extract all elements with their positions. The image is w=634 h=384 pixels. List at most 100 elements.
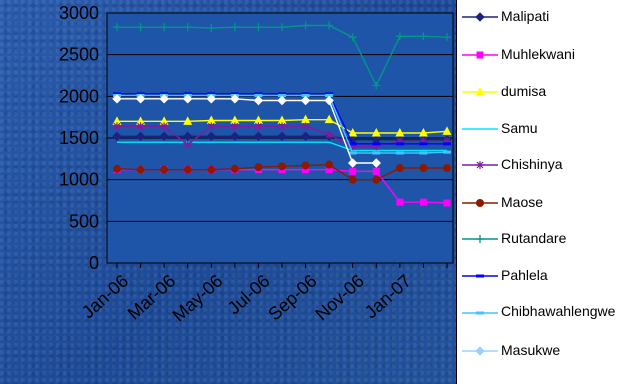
- y-axis-tick-labels: 0 500 1000 1500 2000 2500 3000: [59, 3, 99, 273]
- data-point: [112, 94, 122, 104]
- legend-swatch: [462, 51, 498, 59]
- data-point: [419, 137, 428, 146]
- y-tick-label: 1000: [59, 170, 99, 190]
- data-point: [325, 21, 334, 30]
- x-tick-label: Mar-06: [124, 271, 180, 324]
- legend-label: Chishinya: [501, 156, 563, 172]
- data-point: [253, 95, 264, 106]
- series-dumisa: [112, 114, 452, 137]
- data-point: [230, 164, 239, 173]
- data-point: [325, 130, 334, 139]
- series-maose: [113, 160, 451, 184]
- series-rutandare: [113, 21, 451, 90]
- data-point: [419, 164, 428, 172]
- data-point: [277, 95, 287, 106]
- x-tick-label: May-06: [169, 271, 227, 326]
- data-point: [395, 164, 404, 172]
- series-samu: [117, 141, 447, 152]
- data-point: [325, 160, 334, 169]
- data-point: [112, 131, 122, 142]
- data-point: [348, 142, 357, 151]
- data-point: [278, 23, 286, 32]
- data-point: [443, 33, 451, 42]
- data-point: [443, 137, 451, 146]
- data-point: [277, 115, 287, 124]
- data-point: [348, 175, 357, 184]
- series-chishinya: [113, 122, 451, 151]
- x-axis-tick-labels: Jan-06Mar-06May-06Jul-06Sep-06Nov-06Jan-…: [78, 263, 448, 326]
- data-point: [135, 94, 146, 104]
- data-point: [254, 122, 263, 131]
- data-point: [442, 126, 452, 135]
- data-point: [396, 198, 404, 206]
- legend-swatch: [462, 87, 498, 96]
- series-pahlela: [113, 92, 451, 146]
- legend-label: Pahlela: [501, 267, 548, 283]
- legend-swatch: [462, 161, 498, 169]
- data-point: [159, 94, 169, 104]
- data-point: [419, 32, 428, 41]
- data-point: [160, 122, 169, 131]
- data-point: [301, 122, 310, 131]
- x-tick-label: Jan-07: [361, 271, 415, 323]
- series-masukwe: [112, 94, 381, 168]
- data-point: [301, 114, 311, 124]
- data-point: [113, 164, 121, 173]
- y-tick-label: 0: [89, 253, 99, 273]
- y-tick-label: 500: [69, 211, 99, 231]
- data-point: [395, 128, 405, 137]
- series-line: [117, 141, 447, 152]
- data-point: [253, 115, 263, 124]
- data-point: [230, 23, 239, 32]
- legend-label: Maose: [501, 194, 544, 210]
- data-point: [112, 116, 122, 125]
- legend-swatch: [462, 128, 498, 130]
- data-series: [112, 21, 452, 207]
- data-point: [253, 131, 264, 142]
- data-point: [278, 122, 286, 131]
- legend-label: dumisa: [501, 83, 547, 99]
- data-point: [348, 128, 358, 137]
- data-point: [136, 23, 145, 32]
- data-point: [207, 122, 216, 131]
- legend-swatch: [462, 199, 498, 207]
- data-point: [113, 122, 121, 131]
- data-point: [300, 131, 311, 142]
- legend-label: Malipati: [501, 8, 550, 24]
- legend-label: Muhlekwani: [501, 46, 575, 62]
- data-point: [418, 128, 428, 137]
- data-point: [230, 122, 239, 131]
- data-point: [183, 140, 192, 149]
- data-point: [278, 162, 286, 171]
- legend-swatch: [462, 274, 498, 278]
- data-point: [349, 167, 357, 175]
- x-tick-label: Sep-06: [264, 271, 321, 325]
- data-point: [230, 94, 240, 104]
- x-tick-label: Jan-06: [78, 271, 132, 323]
- line-chart: 0 500 1000 1500 2000 2500 3000 Jan-06Mar-06May…: [59, 3, 454, 326]
- data-point: [136, 122, 145, 131]
- data-point: [300, 95, 311, 106]
- data-point: [183, 116, 193, 125]
- y-tick-label: 2000: [59, 86, 99, 106]
- data-point: [372, 81, 381, 90]
- data-point: [206, 131, 216, 142]
- data-point: [371, 158, 381, 168]
- legend-swatch: [462, 12, 498, 22]
- y-tick-label: 1500: [59, 128, 99, 148]
- data-point: [230, 131, 240, 142]
- data-point: [113, 23, 121, 32]
- data-point: [183, 94, 193, 104]
- data-point: [348, 158, 358, 168]
- data-point: [206, 94, 216, 104]
- data-point: [159, 116, 169, 125]
- legend-swatch: [462, 311, 498, 315]
- data-point: [183, 23, 192, 32]
- legend-swatch: [462, 235, 498, 243]
- legend-label: Samu: [501, 120, 538, 136]
- y-tick-label: 3000: [59, 3, 99, 23]
- data-point: [395, 137, 404, 146]
- data-point: [207, 24, 216, 32]
- series-malipati: [112, 131, 452, 145]
- data-point: [395, 32, 404, 41]
